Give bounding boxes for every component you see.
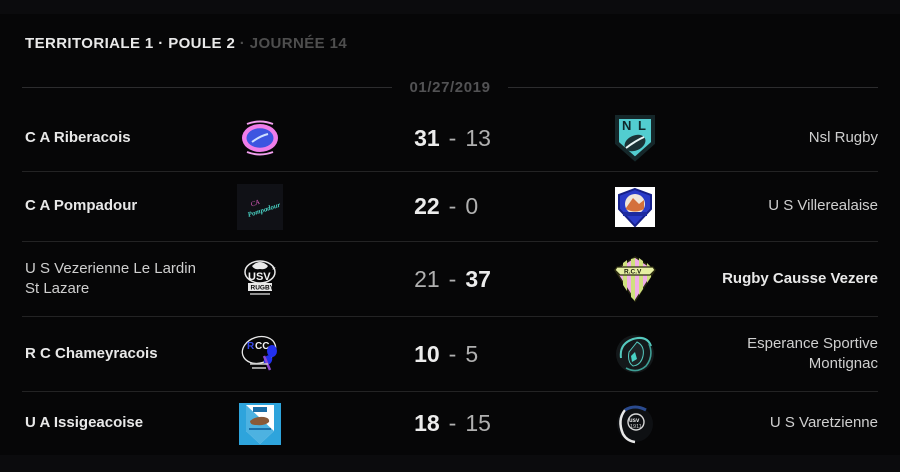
match-list: C A Riberacois 31 - 13 N L: [0, 105, 900, 455]
away-team-name: Rugby Causse Vezere: [722, 269, 878, 287]
divider-line-right: [507, 87, 879, 88]
score: 22 - 0: [320, 193, 585, 220]
row-divider: [22, 241, 878, 242]
match-row[interactable]: C A Pompadour CA Pompadour 22 - 0: [0, 172, 900, 241]
ca-riberacois-logo: [200, 116, 320, 160]
svg-text:usv: usv: [629, 418, 640, 424]
score: 31 - 13: [320, 125, 585, 152]
match-date: 01/27/2019: [409, 79, 491, 96]
home-team-name: C A Pompadour: [25, 197, 138, 215]
away-score: 0: [465, 193, 479, 219]
match-row[interactable]: U A Issigeacoise 18 - 15: [0, 392, 900, 455]
us-villerealaise-logo: [585, 184, 685, 230]
row-divider: [22, 391, 878, 392]
home-score: 21: [414, 265, 440, 292]
row-divider: [22, 316, 878, 317]
score: 18 - 15: [320, 410, 585, 437]
score-separator: -: [448, 410, 457, 436]
header-dot: ·: [239, 35, 246, 52]
home-team-name: R C Chameyracois: [25, 344, 158, 362]
ua-issigeacoise-logo: [200, 401, 320, 447]
away-team-name: U S Varetzienne: [769, 414, 878, 432]
us-vezerienne-logo: USV * RUGBY: [200, 256, 320, 302]
rc-chameyracois-logo: R CC: [200, 330, 320, 378]
match-row[interactable]: U S Vezerienne Le Lardin St Lazare USV *…: [0, 242, 900, 316]
home-score: 31: [414, 124, 440, 151]
bottom-bar: [0, 455, 900, 472]
score-separator: -: [448, 124, 457, 151]
ca-pompadour-logo: CA Pompadour: [200, 183, 320, 231]
svg-text:RUGBY: RUGBY: [251, 285, 275, 292]
score-separator: -: [448, 193, 457, 219]
svg-text:CC: CC: [255, 341, 269, 352]
us-varetzienne-logo: usv 1911: [585, 402, 685, 446]
away-score: 37: [465, 265, 491, 292]
top-bar: [0, 0, 900, 14]
es-montignac-logo: [585, 332, 685, 376]
rugby-causse-vezere-logo: R.C.V: [585, 255, 685, 303]
round-label: JOURNÉE 14: [249, 35, 348, 52]
away-team-name: U S Villerealaise: [768, 197, 878, 215]
svg-text:R.C.V: R.C.V: [624, 269, 642, 276]
nsl-rugby-logo: N L: [585, 114, 685, 162]
score-separator: -: [448, 265, 457, 292]
home-team-name: U A Issigeacoise: [25, 414, 144, 432]
home-team-name: C A Riberacois: [25, 128, 131, 146]
away-score: 13: [465, 124, 491, 151]
away-score: 15: [465, 410, 491, 436]
divider-line-left: [22, 87, 393, 88]
home-score: 18: [414, 410, 440, 436]
away-score: 5: [465, 340, 479, 367]
score: 10 - 5: [320, 341, 585, 368]
svg-text:R: R: [247, 341, 255, 352]
home-score: 10: [414, 340, 440, 367]
score-separator: -: [448, 340, 457, 367]
competition-header: TERRITORIALE 1 · POULE 2 · JOURNÉE 14: [0, 14, 900, 70]
svg-text:1911: 1911: [630, 424, 642, 430]
svg-text:CA: CA: [250, 197, 262, 208]
home-score: 22: [414, 193, 440, 219]
date-divider: 01/27/2019: [0, 70, 900, 105]
away-team-name: Esperance Sportive Montignac: [747, 334, 878, 372]
away-team-name: Nsl Rugby: [808, 128, 878, 146]
svg-text:USV: USV: [248, 271, 271, 283]
svg-text:L: L: [638, 118, 646, 133]
competition-title: TERRITORIALE 1 · POULE 2: [25, 35, 236, 52]
match-row[interactable]: R C Chameyracois R CC 10 - 5: [0, 317, 900, 391]
svg-text:N: N: [622, 118, 631, 133]
score: 21 - 37: [320, 266, 585, 293]
home-team-name: U S Vezerienne Le Lardin St Lazare: [25, 259, 196, 297]
match-row[interactable]: C A Riberacois 31 - 13 N L: [0, 105, 900, 171]
svg-text:*: *: [272, 265, 276, 275]
row-divider: [22, 171, 878, 172]
